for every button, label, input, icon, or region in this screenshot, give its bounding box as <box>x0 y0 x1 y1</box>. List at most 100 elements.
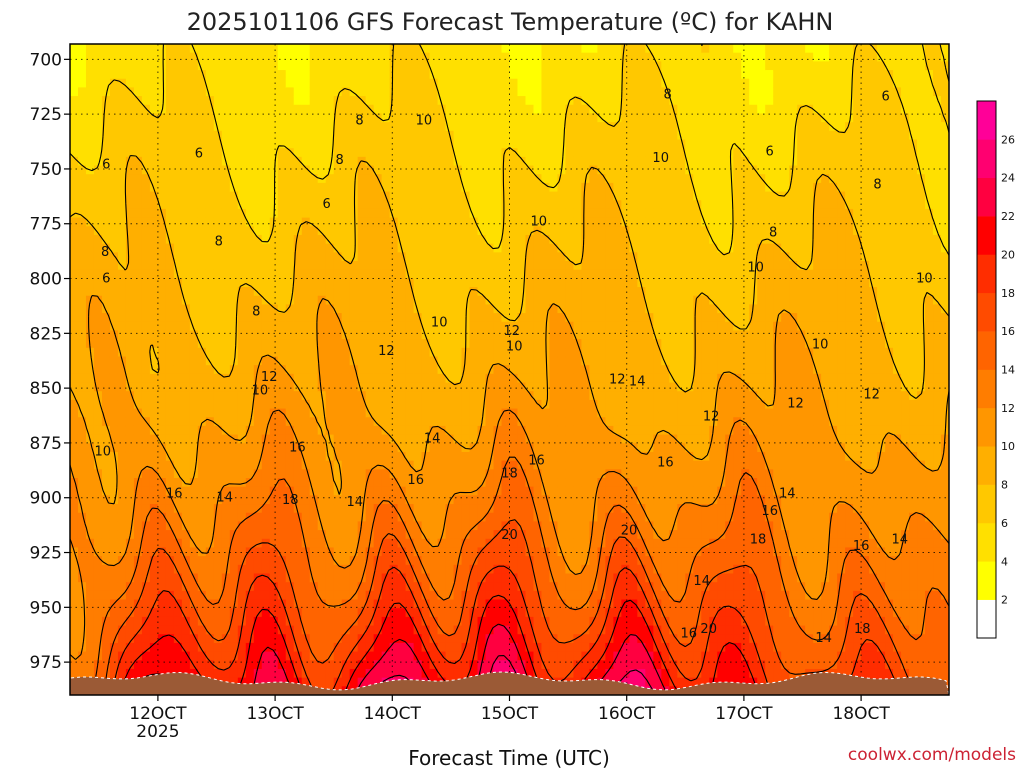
heatmap-cell <box>293 547 303 557</box>
heatmap-cell <box>573 287 583 297</box>
heatmap-cell <box>429 278 439 288</box>
heatmap-cell <box>469 391 479 401</box>
heatmap-cell <box>125 425 135 436</box>
heatmap-cell <box>477 642 487 653</box>
heatmap-cell <box>597 44 606 54</box>
heatmap-cell <box>525 252 535 262</box>
heatmap-cell <box>445 287 455 297</box>
heatmap-cell <box>229 104 239 115</box>
heatmap-cell <box>157 373 167 384</box>
heatmap-cell <box>293 391 303 401</box>
heatmap-cell <box>349 61 359 71</box>
heatmap-cell <box>269 373 279 384</box>
heatmap-cell <box>205 130 215 141</box>
heatmap-cell <box>229 365 239 375</box>
heatmap-cell <box>453 599 463 609</box>
heatmap-cell <box>109 217 119 227</box>
heatmap-cell <box>413 573 423 583</box>
heatmap-cell <box>101 330 111 340</box>
heatmap-cell <box>405 217 415 227</box>
heatmap-cell <box>525 590 535 601</box>
heatmap-cell <box>413 339 423 349</box>
heatmap-cell <box>101 399 111 410</box>
heatmap-cell <box>125 347 135 358</box>
heatmap-cell <box>501 443 511 453</box>
heatmap-cell <box>77 295 87 305</box>
heatmap-cell <box>389 417 399 427</box>
heatmap-cell <box>93 226 103 236</box>
heatmap-cell <box>413 425 423 436</box>
heatmap-cell <box>437 365 447 375</box>
heatmap-cell <box>165 391 175 401</box>
heatmap-cell <box>101 590 111 601</box>
heatmap-cell <box>269 165 279 175</box>
heatmap-cell <box>357 373 367 384</box>
heatmap-cell <box>517 599 527 609</box>
heatmap-cell <box>501 174 511 184</box>
heatmap-cell <box>429 651 439 661</box>
heatmap-cell <box>125 504 135 514</box>
heatmap-cell <box>117 347 127 358</box>
heatmap-cell <box>493 165 503 175</box>
heatmap-cell <box>70 243 79 253</box>
heatmap-cell <box>485 182 495 193</box>
heatmap-cell <box>77 521 87 531</box>
heatmap-cell <box>389 269 399 279</box>
heatmap-cell <box>413 391 423 401</box>
heatmap-cell <box>493 625 503 635</box>
heatmap-cell <box>213 668 223 679</box>
heatmap-cell <box>141 373 151 384</box>
heatmap-cell <box>533 417 543 427</box>
heatmap-cell <box>117 668 127 679</box>
heatmap-cell <box>349 521 359 531</box>
heatmap-cell <box>333 512 343 522</box>
heatmap-cell <box>141 486 151 496</box>
heatmap-cell <box>397 651 407 661</box>
heatmap-cell <box>357 391 367 401</box>
heatmap-cell <box>429 365 439 375</box>
heatmap-cell <box>453 165 463 175</box>
heatmap-cell <box>70 469 79 479</box>
heatmap-cell <box>277 113 287 123</box>
heatmap-cell <box>501 122 511 132</box>
heatmap-cell <box>349 434 359 444</box>
heatmap-cell <box>333 530 343 540</box>
heatmap-cell <box>229 113 239 123</box>
heatmap-cell <box>349 148 359 158</box>
heatmap-cell <box>453 469 463 479</box>
heatmap-cell <box>485 269 495 279</box>
heatmap-cell <box>261 443 271 453</box>
heatmap-cell <box>357 191 367 201</box>
heatmap-cell <box>309 634 319 644</box>
heatmap-cell <box>181 365 191 375</box>
heatmap-cell <box>269 391 279 401</box>
heatmap-cell <box>509 148 519 158</box>
heatmap-cell <box>533 261 543 271</box>
heatmap-cell <box>109 408 119 418</box>
heatmap-cell <box>525 469 535 479</box>
heatmap-cell <box>341 234 351 245</box>
heatmap-cell <box>437 504 447 514</box>
heatmap-cell <box>445 486 455 496</box>
heatmap-cell <box>549 564 559 575</box>
heatmap-cell <box>197 382 207 392</box>
heatmap-cell <box>269 634 279 644</box>
heatmap-cell <box>565 451 575 462</box>
heatmap-cell <box>549 443 559 453</box>
heatmap-cell <box>589 434 598 444</box>
heatmap-cell <box>573 234 583 245</box>
heatmap-cell <box>485 417 495 427</box>
heatmap-cell <box>77 495 87 505</box>
heatmap-cell <box>133 339 143 349</box>
heatmap-cell <box>221 130 231 141</box>
heatmap-cell <box>541 61 551 71</box>
heatmap-cell <box>133 521 143 531</box>
heatmap-cell <box>277 530 287 540</box>
heatmap-cell <box>309 521 319 531</box>
heatmap-cell <box>237 61 247 71</box>
heatmap-cell <box>333 417 343 427</box>
heatmap-cell <box>293 512 303 522</box>
heatmap-cell <box>293 52 303 62</box>
heatmap-cell <box>245 313 255 323</box>
heatmap-cell <box>70 113 79 123</box>
